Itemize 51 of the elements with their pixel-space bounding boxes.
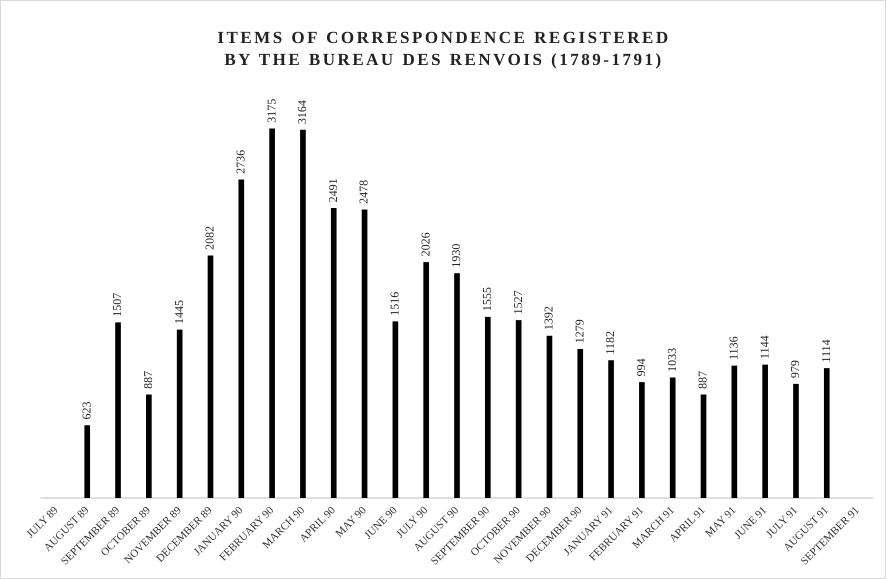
bar [330, 208, 337, 498]
data-label: 1930 [449, 244, 464, 268]
data-label: 1144 [757, 335, 772, 359]
bar [208, 256, 214, 498]
bar [762, 364, 768, 498]
bar [793, 384, 799, 498]
data-label: 1392 [542, 306, 556, 330]
data-label: 1516 [388, 292, 402, 316]
data-label: 1527 [510, 290, 525, 314]
data-label: 887 [141, 370, 156, 389]
chart-title: ITEMS OF CORRESPONDENCE REGISTERED BY THE BUREAU DES RENVOIS (1789-1791) [216, 27, 672, 71]
bar [423, 262, 430, 498]
data-label: 1136 [726, 336, 740, 360]
data-label: 2478 [356, 180, 371, 204]
bar [546, 336, 552, 498]
data-label: 2491 [326, 178, 340, 202]
bar [84, 425, 90, 498]
data-label: 2082 [202, 226, 217, 250]
data-label: 1555 [480, 287, 494, 312]
bar [824, 368, 830, 498]
data-label: 3164 [295, 100, 310, 124]
data-label: 887 [696, 370, 710, 389]
data-label: 1279 [572, 319, 586, 344]
bar [732, 366, 738, 498]
bar [115, 322, 121, 498]
bar [670, 378, 676, 498]
data-label: 2026 [418, 232, 432, 256]
data-label: 1114 [818, 339, 833, 362]
data-label: 1445 [172, 300, 186, 324]
data-label: 1033 [664, 348, 679, 372]
bar [238, 180, 244, 498]
bar [362, 210, 368, 498]
bar [700, 394, 706, 498]
data-label: 2736 [233, 150, 248, 174]
bar [176, 330, 182, 498]
bar [577, 348, 584, 498]
data-label: 1182 [603, 330, 618, 355]
bar [608, 360, 614, 498]
bar [484, 316, 491, 498]
bar [454, 273, 460, 498]
data-label: 994 [634, 358, 648, 376]
data-label: 1507 [110, 292, 124, 317]
bar [300, 130, 306, 498]
bar [269, 128, 275, 498]
data-label: 3175 [264, 98, 278, 123]
data-label: 623 [79, 402, 94, 420]
bar [639, 382, 645, 498]
bar [146, 394, 152, 498]
data-label: 979 [788, 360, 802, 378]
bar [516, 320, 522, 498]
bar [392, 321, 398, 498]
